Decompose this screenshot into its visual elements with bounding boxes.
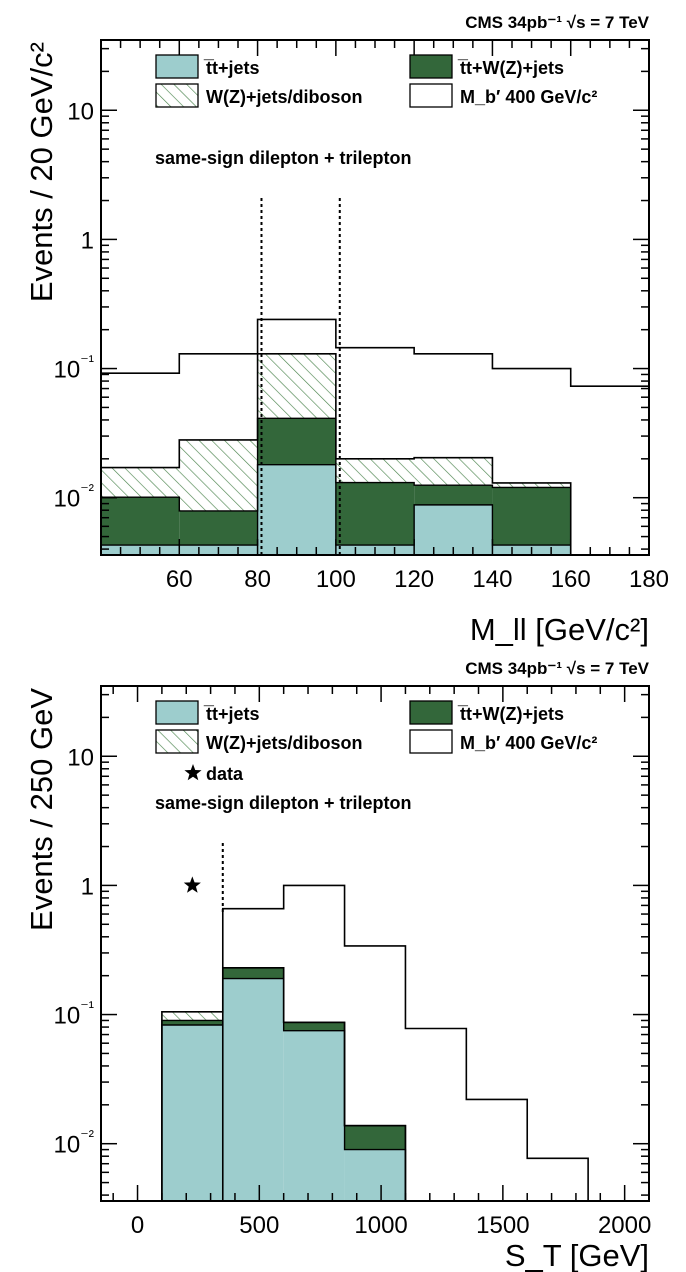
wz-bar bbox=[179, 439, 258, 511]
y-axis-label: Events / 20 GeV/c² bbox=[24, 42, 59, 302]
y-tick-label: 1 bbox=[81, 873, 94, 900]
experiment-label: CMS 34pb⁻¹ √s = 7 TeV bbox=[465, 659, 649, 678]
selection-label: same-sign dilepton + trilepton bbox=[155, 793, 412, 813]
ttv-bar bbox=[492, 487, 571, 546]
plot-area bbox=[101, 884, 649, 1201]
legend-label-data: data bbox=[206, 764, 244, 784]
x-axis-label: M_ll [GeV/c²] bbox=[470, 612, 649, 647]
x-tick-label: 80 bbox=[244, 566, 271, 593]
wz-bar bbox=[101, 467, 180, 498]
ttv-bar bbox=[335, 482, 415, 546]
legend-swatch-sig bbox=[409, 83, 453, 108]
x-tick-label: 0 bbox=[131, 1212, 144, 1239]
legend-swatch-ttjets bbox=[155, 54, 199, 79]
wz-bar bbox=[492, 482, 571, 488]
st-panel: 10⁻² 10⁻¹ 1 10 0 500 1000 1500 2000 CMS 34pb⁻¹ √s… bbox=[24, 659, 651, 1272]
plot-frame bbox=[100, 685, 650, 1202]
legend-swatch-ttv bbox=[409, 54, 453, 79]
y-tick-label: 10⁻¹ bbox=[54, 1000, 94, 1030]
legend: t̅t+jets t̅t+W(Z)+jets W(Z)+jets/diboson M_… bbox=[155, 54, 597, 108]
wz-bar bbox=[161, 1011, 223, 1021]
ttv-bar bbox=[161, 1020, 223, 1026]
ttjets-bar bbox=[222, 978, 284, 1201]
y-tick-label: 10 bbox=[67, 744, 94, 771]
x-tick-label: 120 bbox=[394, 566, 434, 593]
x-tick-label: 1000 bbox=[354, 1212, 407, 1239]
ttv-bar bbox=[101, 497, 180, 546]
x-tick-label: 100 bbox=[316, 566, 356, 593]
legend-data-marker bbox=[184, 764, 202, 781]
ttv-bar bbox=[222, 967, 284, 979]
plot-area bbox=[101, 318, 649, 555]
y-tick-label: 1 bbox=[81, 227, 94, 254]
legend: t̅t+jets t̅t+W(Z)+jets W(Z)+jets/diboson M_… bbox=[155, 700, 597, 784]
ttv-bar bbox=[344, 1125, 406, 1150]
selection-label: same-sign dilepton + trilepton bbox=[155, 148, 412, 168]
x-tick-label: 2000 bbox=[598, 1212, 651, 1239]
legend-label-sig: M_b′ 400 GeV/c² bbox=[460, 733, 597, 753]
legend-swatch-wz bbox=[155, 729, 199, 754]
y-tick-label: 10 bbox=[67, 98, 94, 125]
ttjets-bar bbox=[161, 1025, 223, 1201]
legend-label-wz: W(Z)+jets/diboson bbox=[206, 733, 363, 753]
x-tick-label: 1500 bbox=[476, 1212, 529, 1239]
y-tick-label: 10⁻¹ bbox=[54, 354, 94, 384]
y-axis-label: Events / 250 GeV bbox=[24, 688, 59, 931]
wz-bar bbox=[414, 457, 493, 486]
signal-line bbox=[101, 884, 649, 1201]
legend-label-ttv: t̅t+W(Z)+jets bbox=[457, 58, 564, 78]
x-tick-label: 180 bbox=[629, 566, 669, 593]
ttv-bar bbox=[283, 1022, 345, 1031]
x-tick-label: 60 bbox=[166, 566, 193, 593]
y-tick-label: 10⁻² bbox=[54, 1129, 95, 1159]
x-tick-label: 140 bbox=[472, 566, 512, 593]
x-tick-label: 160 bbox=[551, 566, 591, 593]
ttv-bar bbox=[179, 510, 258, 546]
ttjets-bar bbox=[344, 1149, 406, 1201]
legend-label-ttjets: t̅t+jets bbox=[203, 58, 260, 78]
mll-panel: 10⁻² 10⁻¹ 1 10 60 80 100 120 140 160 180 CMS 34pb⁻¹… bbox=[24, 13, 669, 647]
legend-label-sig: M_b′ 400 GeV/c² bbox=[460, 87, 597, 107]
ttjets-bar bbox=[257, 464, 336, 555]
layer-outline bbox=[101, 417, 649, 555]
data-point bbox=[183, 876, 201, 893]
ttv-bar bbox=[257, 418, 336, 465]
stack-outline bbox=[101, 353, 649, 555]
x-tick-label: 500 bbox=[239, 1212, 279, 1239]
legend-swatch-ttjets bbox=[155, 700, 199, 725]
signal-line bbox=[101, 318, 649, 388]
layer-outline bbox=[101, 967, 649, 1201]
legend-swatch-ttv bbox=[409, 700, 453, 725]
legend-label-wz: W(Z)+jets/diboson bbox=[206, 87, 363, 107]
legend-label-ttjets: t̅t+jets bbox=[203, 704, 260, 724]
ttv-bar bbox=[414, 485, 493, 505]
ttjets-bar bbox=[283, 1030, 345, 1201]
experiment-label: CMS 34pb⁻¹ √s = 7 TeV bbox=[465, 13, 649, 32]
legend-swatch-sig bbox=[409, 729, 453, 754]
legend-swatch-wz bbox=[155, 83, 199, 108]
y-tick-label: 10⁻² bbox=[54, 483, 95, 513]
x-axis-label: S_T [GeV] bbox=[505, 1238, 649, 1272]
ttjets-bar bbox=[414, 504, 493, 555]
legend-label-ttv: t̅t+W(Z)+jets bbox=[457, 704, 564, 724]
wz-bar bbox=[257, 353, 336, 419]
wz-bar bbox=[335, 458, 415, 483]
